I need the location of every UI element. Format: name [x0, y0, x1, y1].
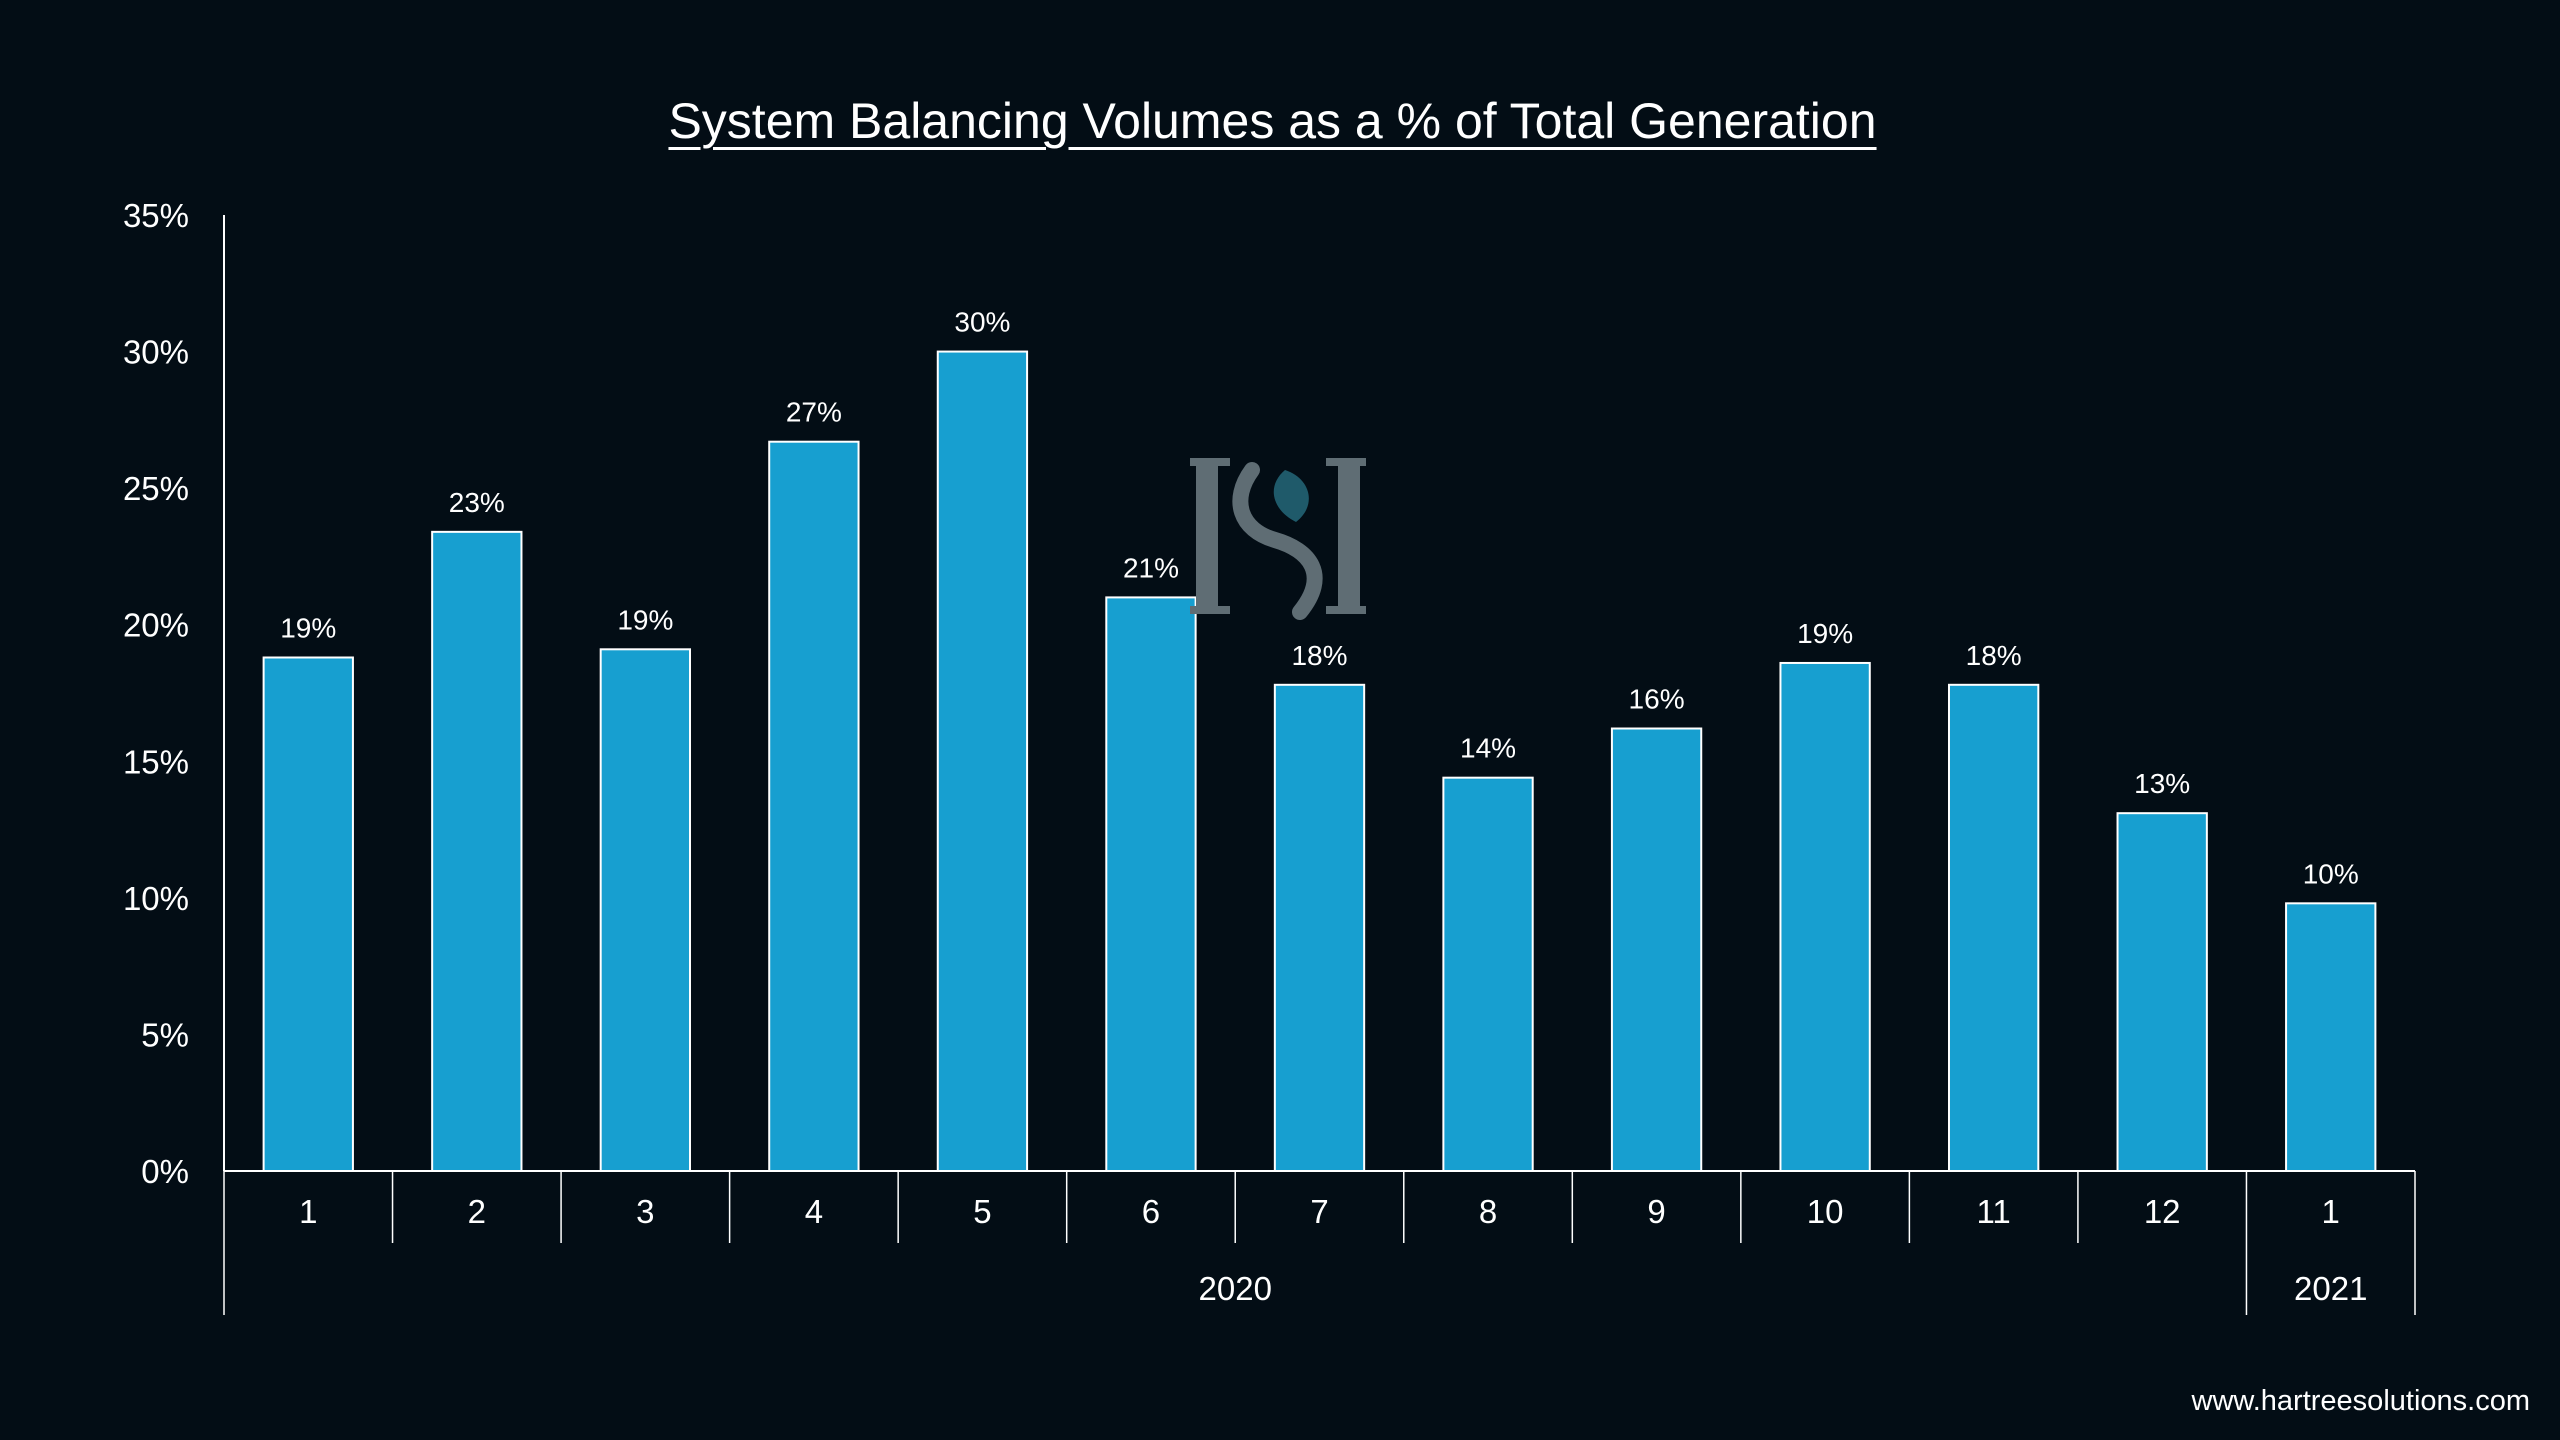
- bar-series: [262, 350, 2377, 1173]
- bar-data-label: 16%: [1629, 684, 1685, 715]
- x-tick-label: 11: [1977, 1193, 2011, 1230]
- bar-data-label: 18%: [1966, 640, 2022, 671]
- bar: [2285, 902, 2377, 1172]
- bar-data-label: 19%: [1797, 618, 1853, 649]
- bar-data-label: 21%: [1123, 552, 1179, 583]
- x-tick-label: 12: [2144, 1193, 2181, 1230]
- x-tick-label: 3: [636, 1193, 654, 1230]
- bar: [1947, 683, 2040, 1172]
- x-group-label: 2020: [1199, 1270, 1272, 1307]
- bar-data-label: 18%: [1291, 640, 1347, 671]
- y-tick-label: 0%: [141, 1153, 189, 1190]
- x-tick-label: 1: [299, 1193, 317, 1230]
- bar: [936, 350, 1029, 1173]
- bar-data-label: 19%: [617, 604, 673, 635]
- bar-data-label: 10%: [2303, 858, 2359, 889]
- bar: [1610, 727, 1703, 1172]
- bar-data-label: 19%: [280, 612, 336, 643]
- bar: [1105, 596, 1197, 1172]
- bar: [1442, 776, 1534, 1172]
- bar: [1273, 683, 1366, 1172]
- x-tick-label: 10: [1807, 1193, 1844, 1230]
- bar: [768, 440, 860, 1172]
- y-tick-label: 30%: [123, 334, 189, 371]
- x-tick-label: 4: [805, 1193, 823, 1230]
- x-tick-label: 6: [1142, 1193, 1160, 1230]
- y-tick-label: 5%: [141, 1016, 189, 1053]
- bar: [431, 530, 523, 1172]
- x-tick-label: 5: [973, 1193, 991, 1230]
- x-group-label: 2021: [2294, 1270, 2367, 1307]
- x-tick-label: 1: [2322, 1193, 2340, 1230]
- bar-data-label: 27%: [786, 397, 842, 428]
- footer-url[interactable]: www.hartreesolutions.com: [2191, 1385, 2530, 1417]
- bar: [599, 648, 692, 1172]
- x-tick-label: 9: [1647, 1193, 1665, 1230]
- y-tick-label: 25%: [123, 470, 189, 507]
- bar-data-label: 23%: [449, 487, 505, 518]
- y-tick-label: 15%: [123, 743, 189, 780]
- x-tick-label: 8: [1479, 1193, 1497, 1230]
- chart-title: System Balancing Volumes as a % of Total…: [668, 93, 1877, 149]
- hartree-logo-icon: [1190, 458, 1366, 620]
- y-axis: 0% 5% 10% 15% 20% 25% 30% 35%: [123, 197, 225, 1190]
- bar-data-label: 14%: [1460, 733, 1516, 764]
- bar: [1779, 661, 1871, 1172]
- data-labels: 19% 23% 19% 27% 30% 21% 18% 14% 16% 19% 18% 13% 10%: [280, 307, 2359, 890]
- bar: [2116, 812, 2208, 1172]
- y-tick-label: 10%: [123, 880, 189, 917]
- x-tick-label: 7: [1310, 1193, 1328, 1230]
- y-tick-label: 35%: [123, 197, 189, 234]
- bar-data-label: 30%: [954, 307, 1010, 338]
- bar-data-label: 13%: [2134, 768, 2190, 799]
- bar: [262, 656, 354, 1172]
- y-tick-label: 20%: [123, 607, 189, 644]
- x-tick-label: 2: [468, 1193, 486, 1230]
